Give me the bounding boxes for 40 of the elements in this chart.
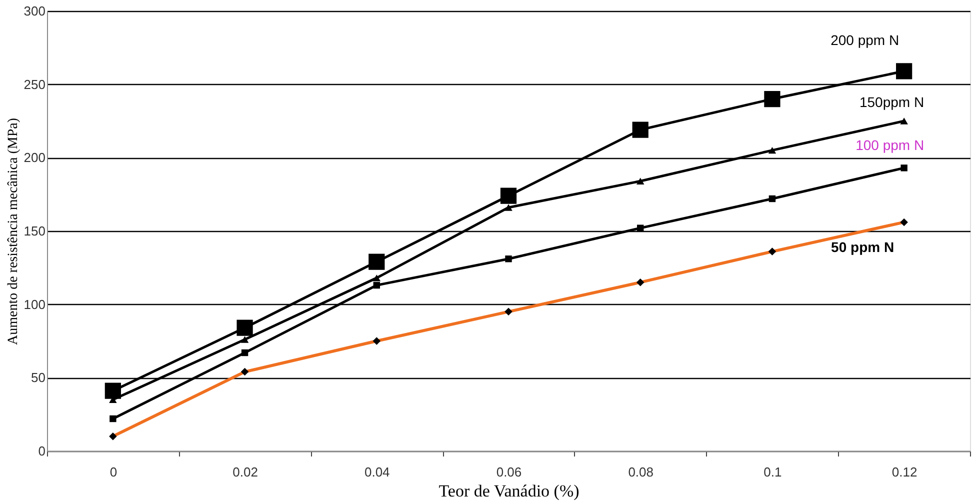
point [241, 349, 248, 356]
y-tick-label: 250 [24, 76, 46, 92]
series-label: 50 ppm N [831, 239, 894, 256]
x-tick-label: 0.12 [892, 464, 918, 480]
point [500, 188, 517, 204]
x-tick-label: 0.08 [628, 464, 654, 480]
point [504, 204, 512, 211]
point [896, 63, 912, 80]
point [373, 282, 380, 289]
point [632, 122, 648, 138]
point [900, 164, 908, 172]
y-tick-label: 0 [38, 444, 46, 458]
series-label: 150ppm N [859, 94, 924, 110]
x-axis-title: Teor de Vanádio (%) [438, 482, 580, 500]
point [236, 320, 253, 336]
x-tick-label: 0.06 [496, 464, 522, 480]
y-tick-label: 300 [24, 4, 46, 18]
point [900, 118, 908, 124]
point [104, 382, 121, 399]
series-label: 100 ppm N [856, 136, 924, 153]
point [637, 224, 644, 232]
point [764, 90, 780, 108]
point [372, 274, 381, 282]
point [768, 195, 776, 202]
x-tick-label: 0.02 [232, 464, 258, 480]
y-tick-label: 50 [31, 370, 46, 386]
x-tick-label: 0.04 [364, 464, 390, 480]
x-tick-label: 0 [110, 464, 118, 480]
y-axis-title: Aumento de resistência mecânica (MPa) [6, 118, 21, 346]
point [368, 254, 385, 270]
y-tick-label: 100 [24, 296, 46, 312]
y-tick-label: 200 [24, 150, 46, 166]
point [240, 336, 249, 343]
series-label: 200 ppm N [830, 32, 900, 48]
y-tick-label: 150 [24, 224, 46, 238]
point [505, 256, 512, 262]
point [110, 415, 116, 422]
x-tick-label: 0.1 [764, 464, 782, 480]
point [768, 146, 776, 154]
point [636, 178, 644, 184]
